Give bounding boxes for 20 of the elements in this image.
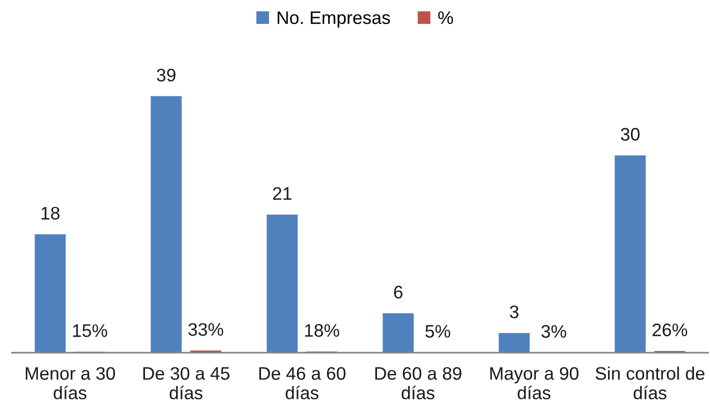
- data-label: 30: [620, 128, 640, 141]
- x-tick-label: De 60 a 89 días: [375, 367, 462, 400]
- x-tick-label: De 30 a 45 días: [143, 367, 230, 400]
- data-label: 15%: [73, 324, 108, 338]
- data-label: 39: [156, 68, 176, 82]
- x-tick-label: De 46 a 60 días: [259, 367, 346, 400]
- legend-label: No. Empresas: [278, 11, 390, 28]
- x-tick-label: Mayor a 90 días: [490, 367, 578, 400]
- data-label: 26%: [652, 324, 688, 336]
- data-label: 3%: [541, 325, 566, 338]
- data-label: 18: [42, 206, 60, 220]
- data-label: 5%: [425, 324, 450, 338]
- x-tick-label: Menor a 30 días: [26, 367, 115, 400]
- data-label: 21: [273, 187, 292, 200]
- data-label: 33%: [188, 323, 224, 336]
- data-label: 3: [510, 306, 518, 318]
- x-tick-label: Sin control de días: [596, 366, 704, 400]
- data-label: 18%: [305, 324, 340, 337]
- legend-label: %: [438, 11, 453, 24]
- data-label: 6: [394, 286, 402, 299]
